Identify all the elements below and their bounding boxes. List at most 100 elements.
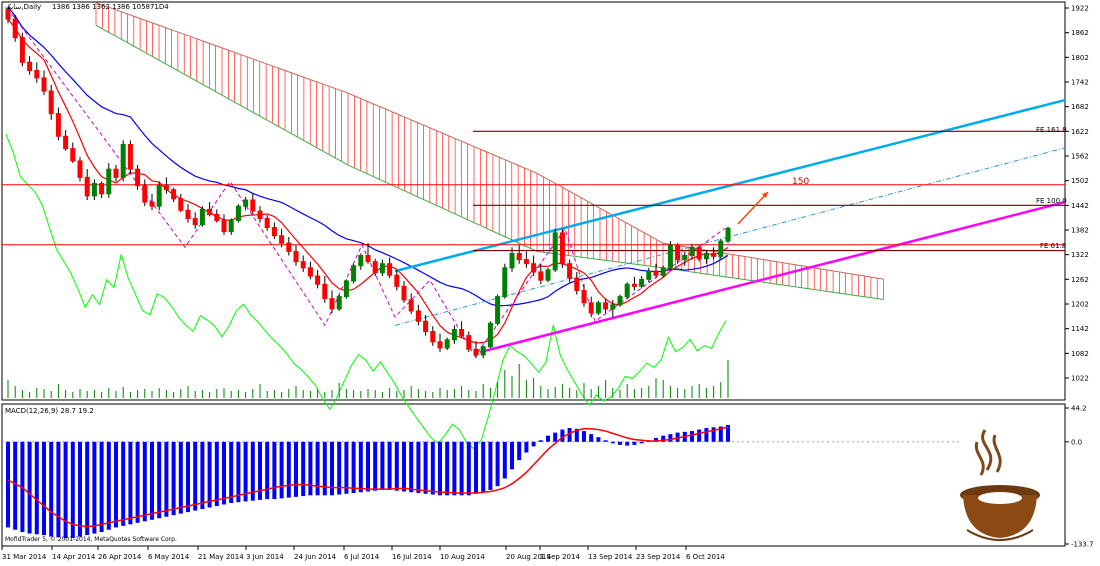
macd-bar [394, 441, 399, 491]
macd-bar [466, 441, 471, 496]
target-label: 150 [792, 177, 809, 187]
candle-body [351, 265, 357, 282]
candle-body [487, 322, 493, 348]
candle-body [70, 148, 76, 162]
time-axis: 31 Mar 2014 14 Apr 2014 26 Apr 2014 6 May 2… [1, 546, 725, 561]
tenkan-line [7, 18, 729, 344]
candle-body [156, 185, 162, 207]
candle-body [163, 185, 169, 191]
candle-body [581, 289, 587, 304]
candle-body [415, 310, 421, 322]
macd-bar [690, 431, 694, 442]
macd-bar [618, 441, 622, 445]
candle-body [372, 261, 378, 274]
candle-body [307, 267, 313, 277]
chikou-line [5, 134, 727, 450]
candle-body [451, 328, 457, 341]
macd-bar [49, 441, 54, 537]
time-tick-label: 31 Mar 2014 [2, 553, 47, 561]
candle-body [703, 252, 709, 260]
candle-body [567, 263, 573, 279]
candle-body [99, 183, 105, 195]
candle-body [387, 263, 393, 276]
macd-bar [207, 441, 212, 508]
upper-channel-line [394, 98, 1066, 273]
macd-bar [531, 441, 536, 447]
symbol-label: ﺳﺎﺑﮏ,Daily [5, 3, 41, 11]
macd-bar [567, 428, 572, 442]
lower-channel-line [479, 200, 1066, 354]
mid-channel-line [394, 147, 1066, 326]
macd-histogram [2, 424, 960, 539]
candle-body [495, 296, 501, 324]
macd-bar [265, 441, 270, 500]
candle-body [243, 199, 249, 207]
macd-bar [315, 441, 320, 496]
macd-bar [171, 441, 176, 516]
macd-bar [294, 441, 298, 497]
candle-body [142, 185, 148, 203]
price-tick-label: 1922 [1071, 5, 1089, 13]
macd-bar [6, 441, 10, 528]
ichimoku-cloud [95, 2, 884, 300]
price-tick-label: 1742 [1071, 79, 1089, 87]
macd-tick-label: -133.7 [1071, 541, 1094, 549]
candle-body [574, 277, 580, 291]
macd-bar [70, 441, 75, 539]
price-tick-label: 1682 [1071, 103, 1089, 111]
price-tick-label: 1142 [1071, 325, 1089, 333]
price-axis: 1922 1862 1802 1742 1682 1622 1562 1502 1442 1382… [1065, 5, 1094, 549]
macd-bar [387, 441, 392, 490]
candle-body [631, 283, 637, 287]
time-tick-label: 3 Jun 2014 [246, 553, 284, 561]
target-arrow-head [762, 192, 768, 198]
macd-bar [603, 440, 608, 442]
macd-bar [128, 441, 133, 525]
macd-bar [445, 441, 450, 496]
candle-body [192, 217, 198, 226]
candle-body [365, 254, 371, 263]
macd-signal-line [7, 426, 729, 528]
price-tick-label: 1502 [1071, 177, 1089, 185]
macd-bar [582, 431, 586, 442]
time-tick-label: 6 May 2014 [148, 553, 190, 561]
candle-body [725, 227, 731, 242]
price-tick-label: 1622 [1071, 128, 1089, 136]
macd-bar [99, 441, 104, 532]
price-tick-label: 1202 [1071, 301, 1089, 309]
fe-1618-label: FE 161.8 [1036, 126, 1067, 134]
macd-bar [517, 441, 522, 461]
candle-body [257, 210, 263, 219]
fe-618-label: FE 61.8 [1040, 242, 1066, 250]
senkou-span-b [95, 24, 884, 300]
macd-bar [488, 441, 493, 490]
macd-bar [301, 441, 306, 497]
macd-bar [150, 441, 154, 520]
candle-body [401, 285, 407, 301]
price-tick-label: 1322 [1071, 251, 1089, 259]
macd-bar [661, 435, 666, 442]
candle-body [437, 341, 443, 349]
candle-body [459, 328, 465, 337]
candle-body [430, 331, 436, 343]
macd-bar [704, 428, 709, 442]
macd-bar [258, 441, 262, 500]
candle-body [127, 143, 133, 170]
candle-body [444, 339, 450, 349]
macd-bar [423, 441, 428, 494]
candle-body [120, 143, 126, 178]
macd-bar [459, 441, 464, 496]
macd-bar [114, 441, 118, 528]
macd-bar [726, 424, 730, 442]
macd-bar [351, 441, 356, 494]
candle-body [171, 189, 177, 200]
candle-body [545, 269, 551, 281]
candle-body [185, 209, 191, 219]
candle-body [279, 235, 285, 244]
macd-bar [164, 441, 169, 517]
macd-bar [481, 441, 486, 493]
macd-bar [430, 441, 435, 495]
candle-body [235, 205, 241, 222]
macd-bar [344, 441, 349, 494]
candles [5, 6, 731, 359]
